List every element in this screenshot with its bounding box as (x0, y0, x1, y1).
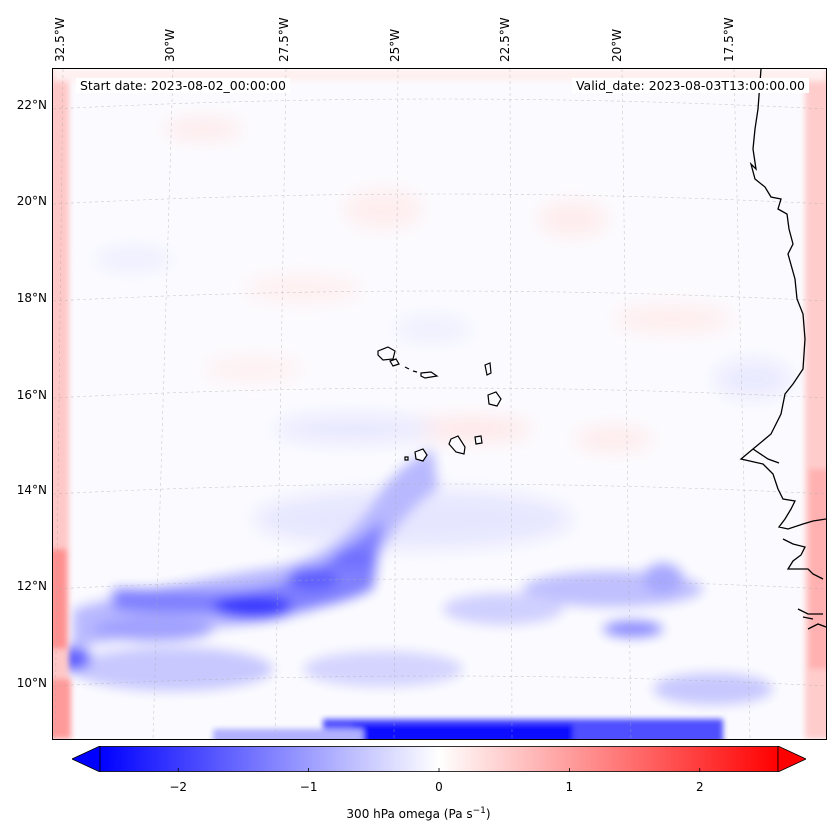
colorbar-title-suffix: ) (485, 807, 491, 821)
colorbar-title-exp: −1 (472, 806, 486, 816)
weak-positive-patches (163, 119, 733, 451)
start-date-label: Start date: 2023-08-02_00:00:00 (76, 78, 290, 93)
colorbar (72, 746, 806, 772)
lon-label-25w: 25°W (388, 28, 402, 62)
colorbar-tick-label: 2 (695, 780, 704, 794)
lon-label-30w: 30°W (163, 28, 177, 62)
lat-label-16n: 16°N (16, 388, 47, 402)
lat-label-22n: 22°N (16, 98, 47, 112)
colorbar-tick-label: −2 (169, 780, 188, 794)
colorbar-title: 300 hPa omega (Pa s−1) (0, 806, 837, 821)
lon-label-27-5w: 27.5°W (277, 17, 291, 62)
lat-label-14n: 14°N (16, 483, 47, 497)
lat-label-20n: 20°N (16, 194, 47, 208)
colorbar-tick-label: 0 (435, 780, 443, 794)
colorbar-ticks (177, 768, 701, 772)
cape-verde-islands (377, 346, 502, 462)
coastline (739, 69, 826, 630)
valid-date-label: Valid_date: 2023-08-03T13:00:00.00 (571, 78, 809, 93)
lat-label-12n: 12°N (16, 579, 47, 593)
colorbar-extend-low (72, 746, 101, 772)
graticule (53, 69, 826, 739)
lon-label-32-5w: 32.5°W (53, 17, 67, 62)
colorbar-tick-label: −1 (299, 780, 318, 794)
lon-label-17-5w: 17.5°W (722, 17, 736, 62)
colorbar-tick-label: 1 (565, 780, 574, 794)
lon-label-20w: 20°W (610, 28, 624, 62)
bottom-negative-strip (213, 719, 723, 739)
strong-negative-band (55, 449, 773, 705)
lat-label-18n: 18°N (16, 291, 47, 305)
lat-label-10n: 10°N (16, 676, 47, 690)
colorbar-title-prefix: 300 hPa omega (Pa s (346, 807, 473, 821)
colorbar-extend-high (777, 746, 806, 772)
map-frame (52, 68, 827, 740)
weak-negative-patches (93, 247, 793, 549)
omega-field-map (53, 69, 826, 739)
lon-label-22-5w: 22.5°W (498, 17, 512, 62)
colorbar-gradient (99, 746, 779, 772)
